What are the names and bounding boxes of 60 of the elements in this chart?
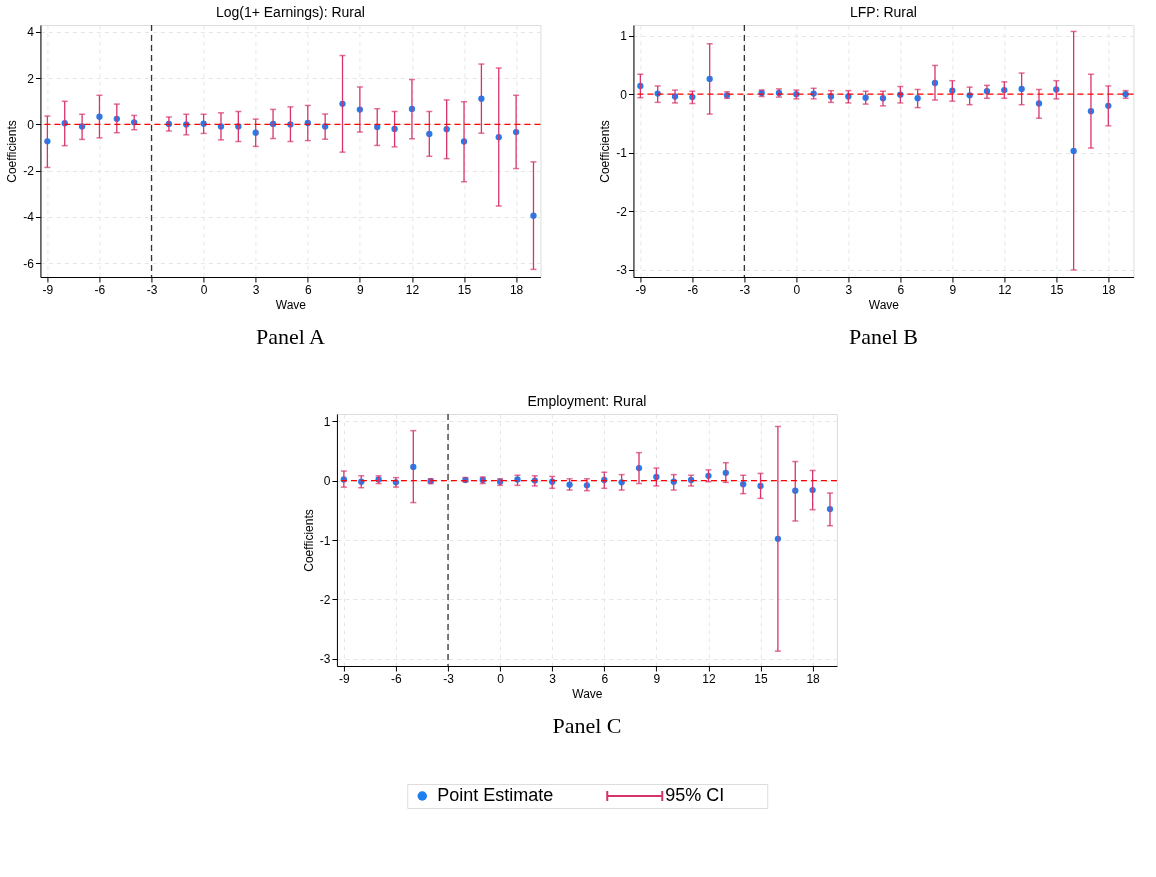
x-tick-label: 18	[1102, 282, 1116, 297]
x-tick-label: 12	[998, 282, 1012, 297]
y-tick-label: -2	[616, 204, 628, 219]
x-tick-label: 18	[509, 282, 524, 297]
x-tick-label: 0	[793, 282, 801, 297]
y-tick-label: 0	[620, 87, 628, 102]
x-tick-label: 18	[806, 671, 821, 686]
x-tick-label: 6	[304, 282, 312, 297]
x-tick-label: 12	[702, 671, 716, 686]
x-tick-label: 6	[601, 671, 609, 686]
x-axis-title: Wave	[868, 297, 900, 312]
y-tick-label: 1	[620, 29, 628, 44]
y-tick-label: 2	[27, 71, 35, 86]
y-axis-title: Coefficients	[301, 509, 316, 572]
y-tick-label: -3	[616, 263, 628, 278]
x-tick-label: 3	[252, 282, 260, 297]
x-tick-label: 3	[549, 671, 557, 686]
y-tick-label: -2	[23, 164, 35, 179]
y-tick-label: 0	[27, 117, 35, 132]
x-tick-label: -6	[687, 282, 699, 297]
x-tick-label: -9	[635, 282, 647, 297]
x-tick-label: 6	[897, 282, 905, 297]
x-tick-label: 12	[405, 282, 420, 297]
x-tick-label: 3	[845, 282, 853, 297]
text: 95% CI	[665, 785, 725, 805]
x-tick-label: 15	[1050, 282, 1064, 297]
x-tick-label: 0	[200, 282, 208, 297]
text: Panel B	[848, 324, 918, 349]
text: Panel A	[255, 324, 326, 349]
x-tick-label: 9	[949, 282, 957, 297]
x-axis-title: Wave	[275, 297, 307, 312]
x-tick-label: 9	[357, 282, 365, 297]
chart-title: LFP: Rural	[849, 4, 917, 21]
y-tick-label: 0	[323, 474, 331, 489]
y-tick-label: -4	[23, 210, 35, 225]
x-tick-label: 9	[653, 671, 661, 686]
chart-title: Log(1+ Earnings): Rural	[215, 4, 365, 21]
x-axis-title: Wave	[572, 686, 603, 701]
y-tick-label: 1	[323, 414, 331, 429]
x-tick-label: -3	[146, 282, 158, 297]
y-tick-label: -1	[319, 533, 331, 548]
legend-label: Point Estimate	[437, 785, 554, 805]
x-tick-label: -9	[339, 671, 351, 686]
x-tick-label: -6	[94, 282, 106, 297]
y-tick-label: -3	[319, 652, 331, 667]
y-tick-label: -2	[319, 592, 331, 607]
x-tick-label: -6	[391, 671, 403, 686]
y-tick-label: -6	[23, 256, 35, 271]
x-tick-label: -9	[42, 282, 54, 297]
y-tick-label: -1	[616, 146, 628, 161]
y-axis-title: Coefficients	[5, 120, 20, 183]
chart-title: Employment: Rural	[527, 393, 647, 410]
x-tick-label: 15	[754, 671, 769, 686]
x-tick-label: 15	[457, 282, 472, 297]
x-tick-label: -3	[443, 671, 455, 686]
x-tick-label: -3	[739, 282, 751, 297]
x-tick-label: 0	[497, 671, 505, 686]
y-tick-label: 4	[27, 25, 35, 40]
text: Panel C	[552, 713, 622, 738]
y-axis-title: Coefficients	[598, 120, 613, 183]
